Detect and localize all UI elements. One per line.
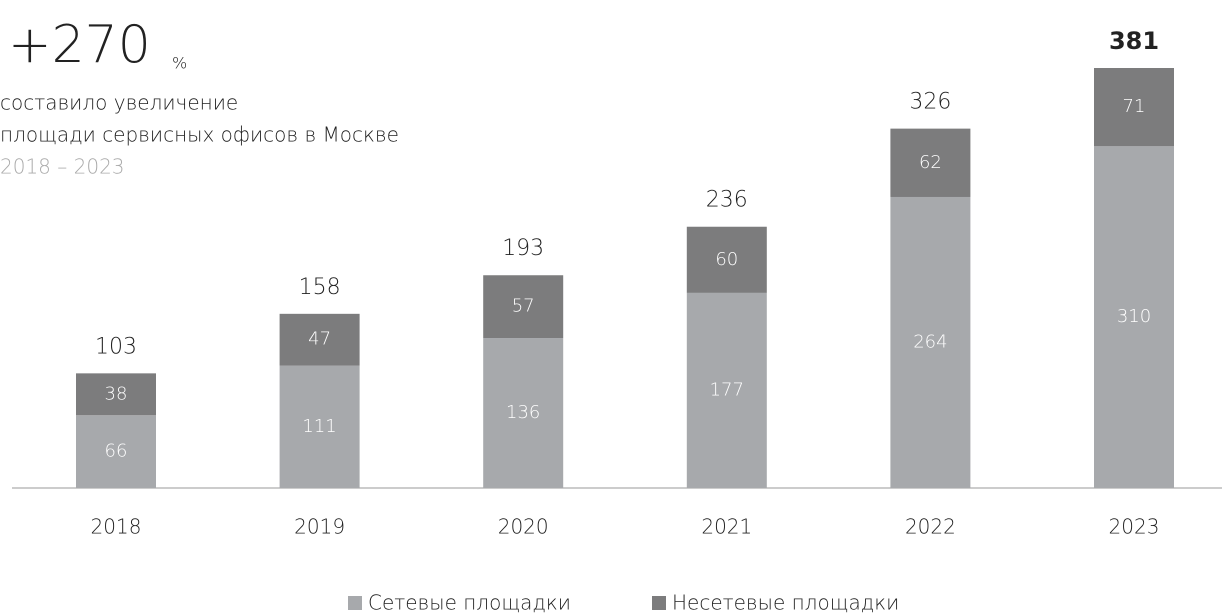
bar-segment — [76, 373, 156, 416]
headline-line: составило увеличение — [0, 91, 238, 115]
value-label: 71 — [1123, 96, 1146, 117]
headline-line: площади сервисных офисов в Москве — [0, 123, 399, 147]
total-label: 381 — [1109, 27, 1159, 55]
bar-segment — [76, 415, 156, 488]
total-label: 158 — [299, 275, 341, 300]
legend-swatch — [652, 596, 666, 610]
x-tick-label: 2020 — [498, 515, 549, 539]
value-label: 57 — [512, 296, 535, 317]
value-label: 38 — [105, 383, 128, 404]
headline-unit: % — [172, 54, 187, 73]
total-label: 103 — [95, 334, 137, 359]
headline-period: 2018 – 2023 — [0, 155, 125, 179]
bar-segment — [483, 275, 564, 339]
bar-segment — [1094, 146, 1174, 489]
bar-segment — [890, 128, 971, 197]
x-tick-label: 2019 — [294, 515, 345, 539]
value-label: 66 — [105, 441, 128, 462]
value-label: 177 — [710, 379, 744, 400]
headline-value: +270 — [8, 15, 151, 75]
value-label: 310 — [1117, 306, 1151, 327]
legend-swatch — [348, 596, 362, 610]
bar-segment — [890, 196, 971, 488]
value-label: 62 — [919, 152, 942, 173]
total-label: 193 — [502, 236, 544, 261]
bar-segment — [279, 365, 360, 488]
value-label: 136 — [506, 402, 540, 423]
value-label: 47 — [308, 329, 331, 350]
x-tick-label: 2021 — [701, 515, 752, 539]
bar-segment — [1094, 68, 1174, 147]
x-tick-label: 2022 — [905, 515, 956, 539]
bar-segment — [279, 313, 360, 366]
bar-segment — [686, 292, 767, 488]
legend-label: Несетевые площадки — [672, 591, 899, 615]
value-label: 111 — [302, 416, 336, 437]
value-label: 60 — [715, 249, 738, 270]
x-tick-label: 2018 — [91, 515, 142, 539]
total-label: 326 — [909, 90, 951, 115]
legend-label: Сетевые площадки — [368, 591, 571, 615]
x-tick-label: 2023 — [1109, 515, 1160, 539]
bar-segment — [686, 226, 767, 293]
value-label: 264 — [913, 331, 947, 352]
bar-segment — [483, 338, 564, 488]
total-label: 236 — [706, 188, 748, 213]
